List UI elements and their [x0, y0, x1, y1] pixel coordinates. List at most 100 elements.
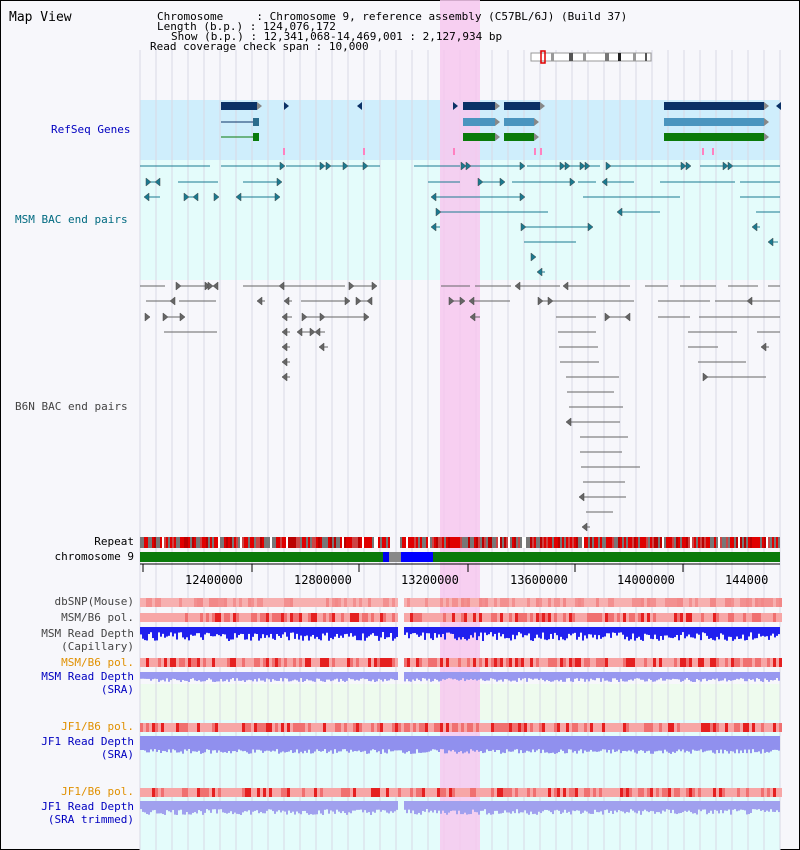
- repeat-mark: [444, 537, 446, 548]
- read-depth-bar: [674, 672, 676, 680]
- polymorphism-mark: [686, 658, 689, 667]
- read-depth-bar: [340, 736, 342, 752]
- track-label-dbsnp[interactable]: dbSNP(Mouse): [54, 595, 134, 608]
- track-label-b6n-bac[interactable]: B6N BAC end pairs: [15, 400, 128, 413]
- read-depth-bar: [686, 627, 688, 637]
- read-depth-bar: [240, 736, 242, 751]
- repeat-mark: [528, 537, 530, 548]
- read-depth-bar: [736, 627, 738, 637]
- track-label-jf1-b6-pol-2[interactable]: JF1/B6 pol.: [61, 785, 134, 798]
- track-label-msm-b6-pol-2[interactable]: MSM/B6 pol.: [61, 656, 134, 669]
- read-depth-bar: [472, 801, 474, 810]
- repeat-mark: [304, 537, 306, 548]
- polymorphism-mark: [500, 723, 503, 732]
- track-label-msm-read-depth[interactable]: MSM Read Depth: [41, 627, 134, 640]
- repeat-mark: [144, 537, 146, 548]
- track-label-repeat[interactable]: Repeat: [94, 535, 134, 548]
- repeat-mark: [378, 537, 380, 548]
- repeat-mark: [556, 537, 558, 548]
- polymorphism-mark: [392, 613, 395, 622]
- polymorphism-mark: [200, 788, 203, 797]
- read-depth-bar: [730, 672, 732, 681]
- polymorphism-mark: [482, 598, 485, 607]
- polymorphism-mark: [425, 723, 428, 732]
- repeat-mark: [262, 537, 264, 548]
- polymorphism-mark: [425, 788, 428, 797]
- polymorphism-mark: [431, 658, 434, 667]
- track-label-msm-b6-pol[interactable]: MSM/B6 pol.: [61, 611, 134, 624]
- read-depth-bar: [160, 627, 162, 637]
- read-depth-bar: [462, 801, 464, 815]
- read-depth-bar: [496, 736, 498, 751]
- polymorphism-mark: [386, 598, 389, 607]
- read-depth-bar: [654, 801, 656, 814]
- polymorphism-mark: [395, 598, 398, 607]
- read-depth-bar: [186, 672, 188, 681]
- read-depth-bar: [666, 627, 668, 636]
- read-depth-bar: [510, 801, 512, 814]
- read-depth-bar: [696, 627, 698, 634]
- polymorphism-mark: [371, 658, 374, 667]
- read-depth-bar: [776, 801, 778, 811]
- read-depth-bar: [226, 736, 228, 753]
- polymorphism-mark: [557, 613, 560, 622]
- read-depth-bar: [600, 672, 602, 682]
- read-depth-bar: [680, 801, 682, 813]
- track-label-jf1-read-depth[interactable]: JF1 Read Depth: [41, 735, 134, 748]
- track-label-jf1-read-depth-2[interactable]: JF1 Read Depth: [41, 800, 134, 813]
- read-depth-bar: [490, 736, 492, 752]
- read-depth-bar: [302, 801, 304, 811]
- polymorphism-mark: [707, 788, 710, 797]
- track-label-msm-read-depth-sra[interactable]: MSM Read Depth: [41, 670, 134, 683]
- polymorphism-mark: [674, 658, 677, 667]
- polymorphism-mark: [533, 723, 536, 732]
- read-depth-bar: [470, 801, 472, 815]
- polymorphism-mark: [635, 723, 638, 732]
- polymorphism-mark: [143, 598, 146, 607]
- info-chromosome: Chromosome : Chromosome 9, reference ass…: [157, 10, 628, 23]
- read-depth-bar: [288, 627, 290, 641]
- read-depth-bar: [406, 736, 408, 753]
- polymorphism-mark: [140, 598, 143, 607]
- read-depth-bar: [148, 801, 150, 815]
- track-label-refseq[interactable]: RefSeq Genes: [51, 123, 131, 136]
- track-label-msm-bac[interactable]: MSM BAC end pairs: [15, 213, 128, 226]
- read-depth-bar: [264, 627, 266, 638]
- polymorphism-mark: [368, 788, 371, 797]
- polymorphism-mark: [338, 613, 341, 622]
- repeat-mark: [572, 537, 574, 548]
- read-depth-bar: [320, 801, 322, 814]
- read-depth-bar: [326, 736, 328, 754]
- track-label-jf1-b6-pol[interactable]: JF1/B6 pol.: [61, 720, 134, 733]
- polymorphism-mark: [731, 598, 734, 607]
- track-label-chromosome[interactable]: chromosome 9: [54, 550, 134, 563]
- read-depth-bar: [630, 627, 632, 640]
- repeat-mark: [544, 537, 546, 548]
- polymorphism-mark: [770, 723, 773, 732]
- read-depth-bar: [502, 736, 504, 753]
- polymorphism-mark: [755, 723, 758, 732]
- read-depth-bar: [436, 627, 438, 638]
- read-depth-bar: [544, 627, 546, 640]
- polymorphism-mark: [563, 658, 566, 667]
- read-depth-bar: [180, 801, 182, 810]
- polymorphism-mark: [509, 788, 512, 797]
- polymorphism-mark: [467, 613, 470, 622]
- read-depth-bar: [368, 672, 370, 681]
- read-depth-bar: [280, 801, 282, 813]
- polymorphism-mark: [590, 613, 593, 622]
- polymorphism-mark: [338, 723, 341, 732]
- read-depth-bar: [140, 672, 142, 679]
- polymorphism-mark: [623, 723, 626, 732]
- polymorphism-mark: [728, 613, 731, 622]
- read-depth-bar: [648, 801, 650, 813]
- read-depth-bar: [680, 627, 682, 635]
- read-depth-bar: [774, 672, 776, 680]
- polymorphism-mark: [428, 598, 431, 607]
- polymorphism-mark: [287, 788, 290, 797]
- read-depth-bar: [538, 736, 540, 750]
- read-depth-bar: [658, 736, 660, 751]
- repeat-mark: [278, 537, 280, 548]
- polymorphism-mark: [758, 598, 761, 607]
